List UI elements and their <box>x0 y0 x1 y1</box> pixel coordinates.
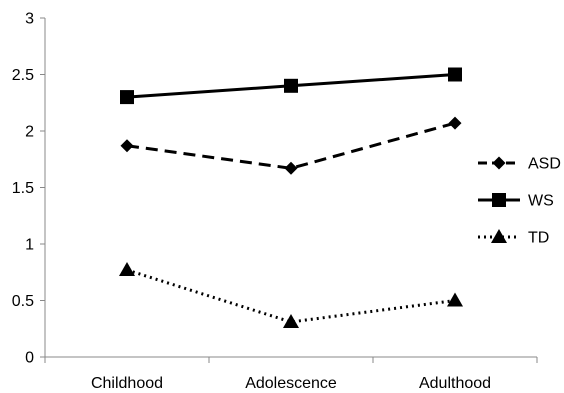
y-tick-label: 0.5 <box>12 293 34 310</box>
chart-legend: ASD WS TD <box>478 156 561 247</box>
legend-marker-td <box>491 229 507 243</box>
data-point-td <box>119 261 135 276</box>
series-line-td <box>126 268 456 324</box>
series-td <box>119 261 463 328</box>
data-point-asd <box>448 116 462 130</box>
data-point-asd <box>120 139 134 153</box>
y-tick-label: 1.5 <box>12 180 34 197</box>
legend-label-asd: ASD <box>528 156 561 173</box>
y-tick-label: 3 <box>25 11 34 28</box>
y-tick-label: 0 <box>25 350 34 367</box>
data-point-ws <box>284 78 298 93</box>
legend-label-ws: WS <box>528 193 554 210</box>
y-tick-label: 1 <box>25 237 34 254</box>
x-tick-label: Childhood <box>91 375 163 392</box>
x-tick-label: Adulthood <box>419 375 491 392</box>
legend-item-ws: WS <box>478 193 554 210</box>
legend-marker-ws <box>492 193 506 207</box>
y-tick-label: 2.5 <box>12 67 34 84</box>
series-asd <box>120 116 462 175</box>
x-tick-label: Adolescence <box>245 375 337 392</box>
data-point-ws <box>448 67 462 82</box>
chart-axes: 0 0.5 1 1.5 2 2.5 3 Childhood Adolescence Adultho… <box>12 11 538 392</box>
series-ws <box>120 67 462 105</box>
legend-marker-asd <box>492 156 506 170</box>
data-point-td <box>283 313 299 328</box>
data-point-ws <box>120 90 134 105</box>
y-tick-label: 2 <box>25 124 34 141</box>
data-point-asd <box>284 161 298 175</box>
legend-item-td: TD <box>478 229 549 247</box>
legend-label-td: TD <box>528 230 549 247</box>
legend-item-asd: ASD <box>478 156 561 173</box>
chart-series <box>119 67 463 328</box>
series-line-asd <box>126 121 456 170</box>
data-point-td <box>447 292 463 307</box>
